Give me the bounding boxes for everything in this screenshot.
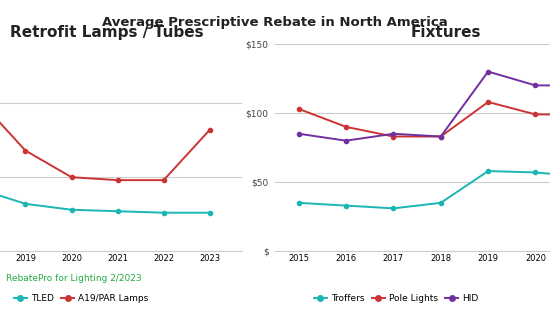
Text: Retrofit Lamps / Tubes: Retrofit Lamps / Tubes <box>10 25 204 40</box>
Title: Fixtures: Fixtures <box>410 25 481 40</box>
Text: RebatePro for Lighting 2/2023: RebatePro for Lighting 2/2023 <box>6 273 141 283</box>
Legend: TLED, A19/PAR Lamps: TLED, A19/PAR Lamps <box>10 290 152 306</box>
Legend: Troffers, Pole Lights, HID: Troffers, Pole Lights, HID <box>310 290 482 306</box>
Text: Average Prescriptive Rebate in North America: Average Prescriptive Rebate in North Ame… <box>102 16 448 29</box>
